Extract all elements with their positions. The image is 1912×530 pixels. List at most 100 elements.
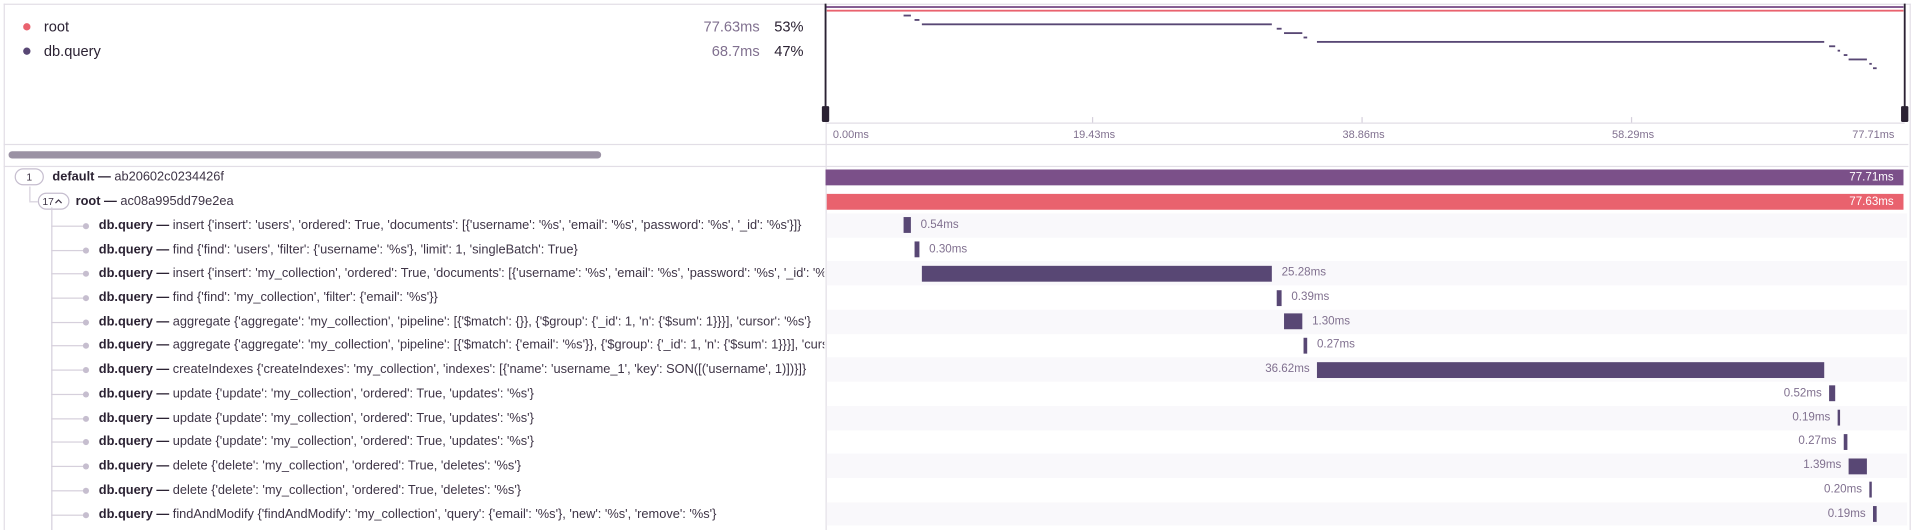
span-bar[interactable]: [1303, 337, 1308, 354]
tree-node: [82, 343, 90, 350]
span-label[interactable]: db.query — delete {'delete': 'my_collect…: [99, 481, 825, 498]
span-operation: default —: [52, 169, 111, 185]
span-bar[interactable]: [914, 241, 920, 258]
span-bar[interactable]: [921, 265, 1272, 282]
minimap-handle: [1901, 106, 1909, 122]
span-bar[interactable]: [1316, 361, 1825, 378]
span-label[interactable]: db.query — update {'update': 'my_collect…: [99, 385, 825, 402]
span-description: delete {'delete': 'my_collection', 'orde…: [169, 458, 522, 474]
span-description: aggregate {'aggregate': 'my_collection',…: [169, 338, 825, 353]
span-label[interactable]: db.query — aggregate {'aggregate': 'my_c…: [99, 313, 825, 330]
axis-tick-label: 77.71ms: [1852, 129, 1895, 141]
tree-line: [51, 273, 86, 275]
span-bar[interactable]: [1276, 289, 1282, 306]
span-duration: 0.30ms: [929, 242, 968, 256]
tree-node: [82, 487, 90, 494]
minimap-span: [921, 23, 1272, 26]
span-bar[interactable]: [826, 193, 1904, 210]
span-duration: 77.71ms: [1849, 170, 1894, 184]
child-count-badge[interactable]: 17: [37, 192, 70, 210]
row-background: [826, 213, 1908, 238]
child-count: 17: [42, 195, 54, 208]
axis-tick-label: 38.86ms: [1343, 129, 1386, 141]
tree-node: [82, 367, 90, 374]
span-bar[interactable]: [1872, 506, 1877, 522]
span-description: update {'update': 'my_collection', 'orde…: [169, 434, 534, 450]
minimap: 0.00ms 19.43ms 38.86ms 58.29ms 77.71ms: [821, 3, 1909, 141]
tree-line: [51, 465, 86, 468]
span-label[interactable]: db.query — insert {'insert': 'users', 'o…: [99, 217, 825, 234]
axis-tick-label: 19.43ms: [1073, 129, 1116, 141]
tree-node: [82, 222, 90, 230]
tree-line: [51, 417, 86, 420]
tree-line: [51, 225, 86, 227]
minimap-span: [1869, 62, 1872, 65]
span-bar[interactable]: [1837, 409, 1841, 426]
span-bar[interactable]: [903, 217, 911, 234]
tree-line: [51, 441, 86, 444]
span-description: insert {'insert': 'my_collection', 'orde…: [169, 266, 825, 281]
tree-line: [51, 393, 86, 395]
legend-percent: 47%: [774, 42, 804, 60]
span-duration: 0.20ms: [1824, 482, 1863, 497]
span-bar[interactable]: [1869, 482, 1872, 498]
collapse-icon: [55, 199, 63, 204]
tree-node: [82, 391, 90, 398]
span-duration: 0.52ms: [1783, 386, 1822, 400]
tree-node: [82, 415, 90, 422]
span-duration: 0.54ms: [920, 218, 959, 232]
span-label[interactable]: default — ab20602c0234426f: [52, 169, 824, 186]
span-description: createIndexes {'createIndexes': 'my_coll…: [169, 362, 807, 378]
span-operation: db.query —: [98, 386, 170, 402]
tree-node: [82, 246, 90, 254]
span-label[interactable]: db.query — update {'update': 'my_collect…: [99, 409, 825, 426]
span-operation: db.query —: [98, 266, 170, 281]
span-duration: 0.19ms: [1792, 410, 1831, 424]
span-description: update {'update': 'my_collection', 'orde…: [169, 410, 534, 426]
minimap-span: [1276, 27, 1282, 30]
tree-line: [51, 249, 86, 251]
span-bar[interactable]: [825, 169, 1904, 186]
span-description: findAndModify {'findAndModify': 'my_coll…: [169, 506, 717, 522]
legend-percent: 53%: [774, 18, 804, 36]
minimap-span: [1829, 45, 1836, 48]
span-description: aggregate {'aggregate': 'my_collection',…: [169, 314, 812, 329]
tree-node: [82, 319, 90, 326]
legend-dot: [23, 23, 31, 31]
span-operation: db.query —: [98, 242, 170, 257]
span-bar[interactable]: [1829, 385, 1836, 402]
span-label[interactable]: db.query — find {'find': 'my_collection'…: [99, 289, 825, 306]
span-duration: 1.39ms: [1803, 458, 1842, 473]
span-label[interactable]: db.query — findAndModify {'findAndModify…: [99, 506, 825, 523]
axis-tick-label: 0.00ms: [833, 129, 869, 141]
span-label[interactable]: db.query — createIndexes {'createIndexes…: [99, 361, 825, 378]
minimap-span: [1284, 32, 1303, 35]
tree-node: [82, 439, 90, 446]
minimap-span: [1848, 58, 1867, 61]
minimap-span: [903, 14, 911, 17]
span-operation: root —: [75, 193, 117, 209]
span-label[interactable]: db.query — update {'update': 'my_collect…: [99, 433, 825, 450]
span-operation: db.query —: [98, 410, 170, 426]
span-bar[interactable]: [1843, 433, 1848, 450]
legend-duration: 68.7ms: [711, 42, 760, 60]
child-count: 1: [26, 171, 33, 184]
span-label[interactable]: db.query — find {'find': 'users', 'filte…: [99, 241, 825, 258]
span-label[interactable]: db.query — insert {'insert': 'my_collect…: [99, 265, 825, 282]
span-duration: 77.63ms: [1849, 194, 1894, 209]
span-bar[interactable]: [1848, 458, 1867, 474]
span-operation: db.query —: [98, 434, 170, 450]
span-duration: 25.28ms: [1281, 266, 1327, 280]
span-operation: db.query —: [98, 338, 170, 353]
span-description: find {'find': 'my_collection', 'filter':…: [169, 290, 438, 305]
span-label[interactable]: root — ac08a995dd79e2ea: [76, 193, 825, 210]
span-bar[interactable]: [1284, 313, 1303, 330]
row-background: [826, 405, 1908, 430]
legend-name: db.query: [43, 42, 101, 60]
child-count-badge[interactable]: 1: [14, 168, 44, 186]
span-label[interactable]: db.query — aggregate {'aggregate': 'my_c…: [99, 337, 825, 354]
horizontal-scrollbar[interactable]: [8, 151, 602, 159]
tree-line: [51, 490, 86, 492]
span-label[interactable]: db.query — delete {'delete': 'my_collect…: [99, 457, 825, 474]
